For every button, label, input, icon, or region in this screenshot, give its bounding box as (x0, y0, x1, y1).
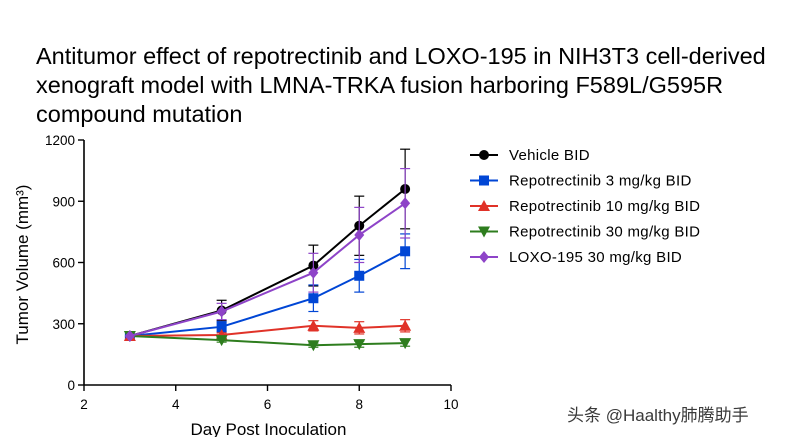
data-point (399, 319, 412, 331)
y-tick-label: 300 (52, 317, 75, 332)
y-axis-label: Tumor Volume (mm³) (13, 185, 32, 345)
legend-marker (478, 200, 490, 211)
legend-label: Vehicle BID (509, 147, 590, 164)
y-tick-label: 0 (67, 378, 75, 393)
x-tick-label: 6 (264, 397, 272, 412)
x-tick-label: 8 (355, 397, 363, 412)
x-tick-label: 10 (443, 397, 458, 412)
data-point (124, 330, 135, 342)
legend: Vehicle BID Repotrectinib 3 mg/kg BID Repo… (470, 147, 700, 266)
legend-item: Repotrectinib 3 mg/kg BID (470, 173, 692, 190)
y-tick-label: 1200 (45, 133, 75, 148)
axes: 0 300 600 900 1200 2 4 6 8 10 Day Post Inoculation… (13, 133, 459, 437)
x-tick-label: 2 (80, 397, 88, 412)
legend-item: LOXO-195 30 mg/kg BID (470, 249, 682, 266)
legend-item: Vehicle BID (470, 147, 590, 164)
legend-item: Repotrectinib 30 mg/kg BID (470, 224, 700, 241)
data-point (308, 266, 319, 279)
y-tick-label: 600 (52, 256, 75, 271)
legend-label: Repotrectinib 3 mg/kg BID (509, 173, 692, 190)
data-point (216, 305, 227, 318)
series-4 (123, 331, 412, 352)
legend-label: Repotrectinib 30 mg/kg BID (509, 224, 700, 241)
series-layer (123, 148, 412, 352)
data-point (215, 335, 228, 347)
legend-label: Repotrectinib 10 mg/kg BID (509, 198, 700, 215)
series-line (129, 250, 406, 337)
data-point (353, 321, 366, 333)
data-point (354, 228, 365, 241)
x-axis-label: Day Post Inoculation (191, 420, 347, 437)
data-point (399, 338, 412, 350)
series-5 (124, 167, 411, 342)
data-point (400, 197, 411, 210)
data-point (354, 270, 365, 281)
legend-item: Repotrectinib 10 mg/kg BID (470, 198, 700, 215)
x-tick-label: 4 (172, 397, 180, 412)
data-point (308, 293, 319, 304)
legend-marker (479, 251, 489, 263)
legend-marker (479, 150, 489, 160)
data-point (307, 340, 320, 352)
watermark-text: 头条 @Haalthy肺腾助手 (567, 406, 749, 425)
y-tick-label: 900 (52, 194, 75, 209)
legend-marker (478, 226, 490, 238)
data-point (307, 319, 320, 331)
legend-label: LOXO-195 30 mg/kg BID (509, 249, 682, 266)
data-point (353, 339, 366, 351)
chart-title: Antitumor effect of repotrectinib and LO… (36, 43, 766, 127)
data-point (216, 321, 227, 332)
legend-marker (479, 175, 489, 186)
data-point (400, 246, 411, 257)
